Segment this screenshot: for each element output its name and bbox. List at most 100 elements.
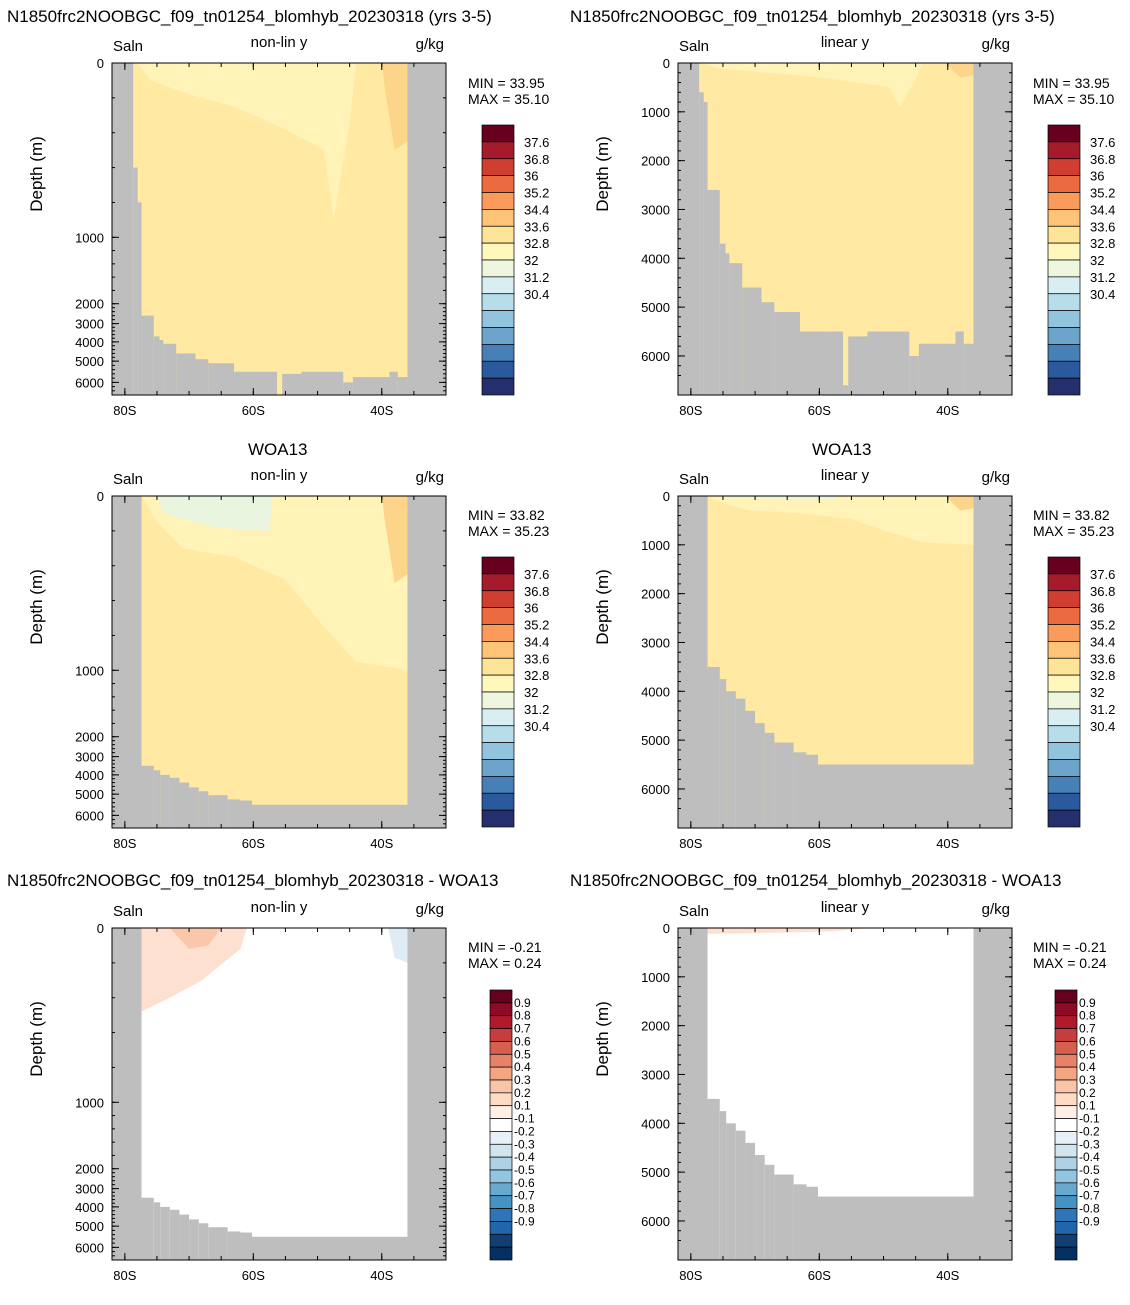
y-tick-label: 4000 <box>75 1200 104 1215</box>
colorbar-swatch <box>481 242 515 261</box>
colorbar-label: -0.7 <box>514 1189 535 1203</box>
colorbar-swatch <box>481 293 515 311</box>
colorbar-swatch <box>1047 573 1081 592</box>
fresher-surface-contour <box>707 496 974 545</box>
y-tick-label: 0 <box>97 921 104 936</box>
y-tick-label: 5000 <box>641 1165 670 1180</box>
colorbar-swatch <box>481 641 515 659</box>
colorbar-label: 0.1 <box>1079 1099 1096 1113</box>
y-tick-label: 2000 <box>75 730 104 745</box>
colorbar-swatch <box>1054 1066 1078 1081</box>
land-mask <box>707 666 720 828</box>
stat-max: MAX = 35.23 <box>1033 523 1115 539</box>
colorbar-swatch <box>489 989 513 1004</box>
y-tick-label: 2000 <box>641 1019 670 1034</box>
stat-min: MIN = 33.95 <box>1033 75 1110 91</box>
colorbar-swatch <box>1047 809 1081 828</box>
colorbar-swatch <box>1047 360 1081 379</box>
land-mask <box>755 1155 765 1260</box>
colorbar-swatch <box>1054 1208 1078 1222</box>
colorbar-swatch <box>481 124 515 143</box>
colorbar-swatch <box>1047 225 1081 244</box>
colorbar-label: 0.8 <box>1079 1009 1096 1023</box>
colorbar-swatch <box>489 1195 513 1209</box>
colorbar-swatch <box>1047 175 1081 193</box>
colorbar-swatch <box>489 1041 513 1055</box>
colorbar-swatch <box>1054 1182 1078 1197</box>
colorbar-swatch <box>489 1118 513 1132</box>
y-tick-label: 5000 <box>641 733 670 748</box>
colorbar-label: -0.7 <box>1079 1189 1100 1203</box>
land-mask <box>719 1111 727 1260</box>
colorbar-label: 30.4 <box>524 287 549 302</box>
colorbar-label: 34.4 <box>524 634 549 649</box>
colorbar-swatch <box>1054 1079 1078 1094</box>
x-tick-label: 60S <box>242 1268 265 1283</box>
colorbar-swatch <box>1047 192 1081 210</box>
colorbar-label: 35.2 <box>1090 618 1115 633</box>
colorbar-swatch <box>1054 1233 1078 1248</box>
colorbar-swatch <box>489 1015 513 1029</box>
colorbar-swatch <box>481 327 515 345</box>
x-tick-label: 40S <box>370 403 393 418</box>
colorbar-label: 37.6 <box>1090 135 1115 150</box>
x-tick-label: 80S <box>679 836 702 851</box>
colorbar-swatch <box>1054 1105 1078 1119</box>
y-tick-label: 3000 <box>641 635 670 650</box>
y-tick-label: 3000 <box>641 202 670 217</box>
land-mask <box>262 371 278 395</box>
land-mask <box>699 92 704 395</box>
colorbar-label: 0.5 <box>1079 1047 1096 1061</box>
colorbar-label: 36.8 <box>524 152 549 167</box>
chart-title: N1850frc2NOOBGC_f09_tn01254_blomhyb_2023… <box>570 871 1061 890</box>
colorbar-swatch <box>481 607 515 625</box>
land-mask <box>973 496 1012 828</box>
colorbar-label: 0.7 <box>514 1022 531 1036</box>
land-mask <box>793 1184 807 1260</box>
y-tick-label: 4000 <box>75 768 104 783</box>
colorbar-swatch <box>1047 674 1081 693</box>
land-mask <box>160 774 170 828</box>
fresher-surface-contour <box>703 63 923 107</box>
land-mask <box>963 343 974 395</box>
land-mask <box>843 385 849 395</box>
y-tick-label: 1000 <box>641 538 670 553</box>
y-tick-label: 0 <box>97 56 104 71</box>
land-mask <box>678 63 700 395</box>
colorbar-label: 33.6 <box>524 651 549 666</box>
colorbar-swatch <box>481 590 515 608</box>
chart-panel-6: 0 1000 2000 3000 4000 5000 6000 80S 60S 40S N1850f… <box>570 871 1107 1283</box>
land-mask <box>282 373 302 395</box>
y-axis-label: Depth (m) <box>27 136 46 212</box>
land-mask <box>726 1123 736 1260</box>
colorbar-label: -0.6 <box>514 1176 535 1190</box>
land-mask <box>764 1164 775 1260</box>
colorbar-swatch <box>1047 776 1081 794</box>
colorbar-swatch <box>489 1246 513 1261</box>
colorbar-swatch <box>1054 1143 1078 1158</box>
land-mask <box>867 331 910 395</box>
scale-label: linear y <box>821 899 870 916</box>
land-mask <box>955 331 964 395</box>
y-tick-label: 2000 <box>75 297 104 312</box>
fresher-surface-contour <box>137 63 357 220</box>
colorbar-swatch <box>1047 725 1081 743</box>
colorbar-label: 30.4 <box>1090 719 1115 734</box>
x-tick-label: 40S <box>936 836 959 851</box>
chart-panel-3: 0 1000 2000 3000 4000 5000 6000 80S 60S 40S WOA13 S… <box>27 440 550 851</box>
colorbar-swatch <box>481 209 515 227</box>
land-mask <box>343 382 353 395</box>
colorbar-swatch <box>481 344 515 362</box>
x-tick-label: 40S <box>936 403 959 418</box>
land-mask <box>227 799 241 828</box>
y-axis-label: Depth (m) <box>593 569 612 645</box>
land-mask <box>352 377 390 395</box>
y-tick-label: 4000 <box>75 335 104 350</box>
colorbar-swatch <box>1047 742 1081 760</box>
colorbar-label: 0.5 <box>514 1047 531 1061</box>
stat-min: MIN = -0.21 <box>468 939 542 955</box>
colorbar-swatch <box>1047 327 1081 345</box>
land-mask <box>761 302 775 395</box>
y-axis-label: Depth (m) <box>593 136 612 212</box>
